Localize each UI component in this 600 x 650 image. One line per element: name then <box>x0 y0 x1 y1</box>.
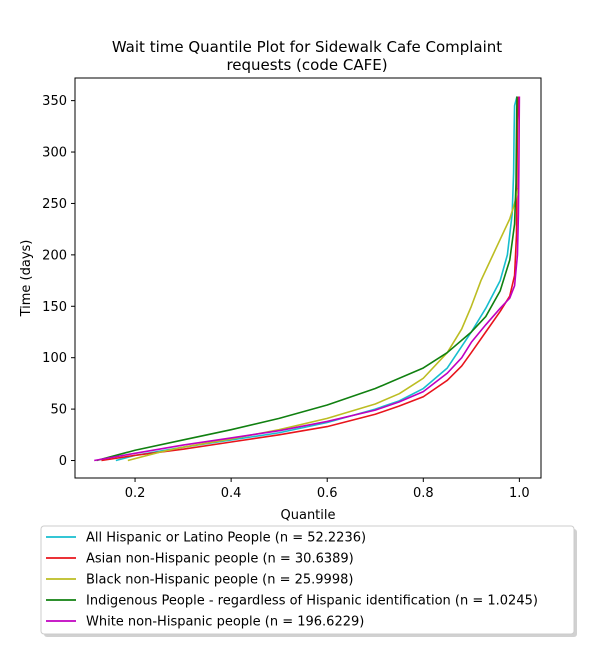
y-tick-label: 100 <box>42 351 67 366</box>
x-axis-label: Quantile <box>281 508 336 523</box>
legend-entries: All Hispanic or Latino People (n = 52.22… <box>46 531 538 630</box>
chart-title-line-2: requests (code CAFE) <box>226 56 387 74</box>
series-line-4 <box>94 96 521 462</box>
series-line-2 <box>127 187 520 462</box>
y-tick-label: 150 <box>42 300 67 315</box>
y-tick-label: 250 <box>42 197 67 212</box>
series-line-0 <box>115 96 518 462</box>
series-line-3 <box>96 96 518 462</box>
y-tick-label: 200 <box>42 248 67 263</box>
legend-label-0: All Hispanic or Latino People (n = 52.22… <box>86 531 366 546</box>
plot-frame <box>74 77 542 479</box>
x-tick-label: 0.6 <box>317 486 338 501</box>
y-tick-label: 300 <box>42 146 67 161</box>
legend-box <box>40 525 575 635</box>
series-line-1 <box>101 96 520 462</box>
x-tick-label: 0.8 <box>413 486 434 501</box>
y-axis-ticks: 0 50 100 150 200 250 300 350 <box>42 94 75 469</box>
x-tick-label: 0.4 <box>221 486 242 501</box>
y-tick-label: 0 <box>59 454 67 469</box>
x-tick-label: 1.0 <box>509 486 530 501</box>
legend-label-1: Asian non-Hispanic people (n = 30.6389) <box>86 552 354 567</box>
x-tick-label: 0.2 <box>125 486 146 501</box>
x-axis-ticks: 0.2 0.4 0.6 0.8 1.0 <box>125 478 530 501</box>
y-tick-label: 50 <box>50 403 67 418</box>
chart-title-line-1: Wait time Quantile Plot for Sidewalk Caf… <box>112 38 502 56</box>
legend-label-3: Indigenous People - regardless of Hispan… <box>86 594 538 609</box>
legend: All Hispanic or Latino People (n = 52.22… <box>40 525 577 637</box>
legend-label-2: Black non-Hispanic people (n = 25.9998) <box>86 573 353 588</box>
y-axis-label: Time (days) <box>19 240 34 318</box>
legend-label-4: White non-Hispanic people (n = 196.6229) <box>86 615 364 630</box>
series-lines <box>94 96 521 462</box>
y-tick-label: 350 <box>42 94 67 109</box>
